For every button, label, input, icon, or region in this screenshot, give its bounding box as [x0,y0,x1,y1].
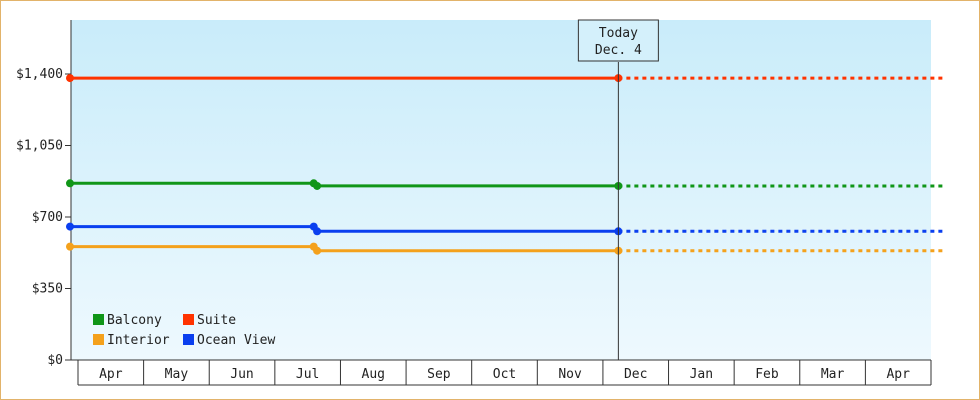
x-tick-label: Jun [230,367,253,382]
plot-area [71,20,931,360]
x-tick-label: Oct [493,367,516,382]
today-box [577,19,659,62]
x-tick-label: Apr [99,367,123,382]
today-marker: Today Dec. 4 [577,19,659,360]
legend-swatch [93,334,104,345]
legend-label: Balcony [107,313,162,328]
x-tick-label: Dec [624,367,647,382]
legend-swatch [183,334,194,345]
x-tick-label: Feb [755,367,779,382]
x-tick-label: Sep [427,367,451,382]
x-tick-label: May [165,367,189,382]
legend-label: Interior [107,333,170,348]
legend-swatch [93,314,104,325]
y-tick-label: $350 [32,282,63,297]
legend-swatch [183,314,194,325]
series-point [66,222,74,231]
legend-label: Suite [197,313,236,328]
legend-label: Ocean View [197,333,275,348]
y-tick-label: $1,050 [16,139,63,154]
series-group [66,74,944,255]
series-point [313,181,322,190]
series-point [66,179,74,188]
x-tick-label: Aug [362,367,385,382]
x-tick-label: Nov [558,367,582,382]
series-point [66,242,74,251]
x-axis: Apr May Jun Jul Aug Sep Oct Nov Dec Jan Feb Mar Apr [71,359,932,386]
x-tick-label: Jan [690,367,713,382]
series-point [313,246,322,255]
x-tick-label: Apr [886,367,910,382]
series-point [313,227,322,236]
legend: Balcony Suite Interior Ocean View [93,313,275,348]
x-tick-label: Mar [821,367,845,382]
series-point [66,74,74,83]
today-label: Today [599,26,638,41]
x-tick-label: Jul [296,367,319,382]
today-label: Dec. 4 [595,43,642,58]
y-tick-label: $700 [32,210,63,225]
y-tick-label: $1,400 [16,67,63,82]
y-tick-label: $0 [47,353,63,368]
y-axis: $0 $350 $700 $1,050 $1,400 [16,20,72,368]
